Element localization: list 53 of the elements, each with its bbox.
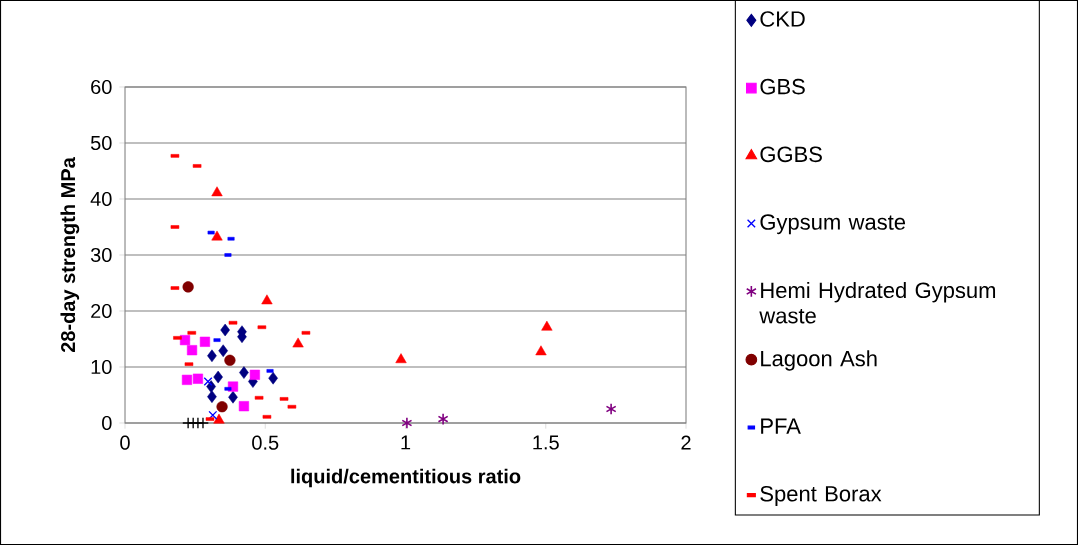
point bbox=[218, 344, 228, 358]
y-tick-label: 50 bbox=[90, 135, 112, 151]
point bbox=[541, 320, 553, 331]
point bbox=[292, 337, 304, 348]
legend-label: GBS bbox=[760, 78, 805, 95]
point bbox=[437, 412, 449, 426]
point bbox=[238, 401, 250, 412]
point bbox=[181, 374, 193, 385]
point bbox=[228, 390, 238, 404]
legend-label: CKD bbox=[760, 11, 805, 27]
legend-label: Hemi Hydrated Gypsum waste bbox=[759, 281, 996, 324]
y-axis-title: 28-day strength MPa bbox=[60, 157, 80, 353]
y-tick-label: 20 bbox=[91, 303, 112, 319]
y-tick-label: 0 bbox=[102, 415, 112, 431]
legend-label: Lagoon Ash bbox=[761, 350, 877, 371]
x-axis-title: liquid/cementitious ratio bbox=[291, 468, 521, 488]
point bbox=[395, 353, 407, 364]
x-tick-label: 0.5 bbox=[252, 435, 279, 450]
point bbox=[216, 401, 228, 413]
point bbox=[224, 354, 236, 366]
point bbox=[199, 336, 211, 347]
point bbox=[211, 230, 223, 241]
point bbox=[220, 323, 230, 337]
point bbox=[203, 377, 213, 386]
legend-label: PFA bbox=[761, 418, 801, 434]
x-tick-label: 1.5 bbox=[533, 435, 559, 450]
y-tick-label: 60 bbox=[91, 79, 112, 95]
point bbox=[192, 373, 204, 384]
point bbox=[186, 345, 198, 356]
point bbox=[261, 294, 273, 305]
y-tick-label: 30 bbox=[90, 247, 112, 263]
legend-label: GGBS bbox=[760, 146, 822, 163]
x-tick-label: 2 bbox=[681, 435, 691, 450]
point bbox=[239, 366, 249, 379]
point bbox=[179, 335, 191, 346]
point bbox=[208, 410, 218, 420]
point bbox=[211, 186, 223, 197]
x-tick-label: 0 bbox=[120, 435, 130, 450]
point bbox=[249, 369, 260, 380]
legend-label: Gypsum waste bbox=[760, 214, 906, 235]
point bbox=[401, 416, 413, 430]
y-tick-label: 10 bbox=[91, 359, 112, 375]
legend-label: Spent Borax bbox=[760, 485, 882, 506]
point bbox=[268, 371, 278, 385]
point bbox=[213, 370, 223, 384]
point bbox=[182, 281, 194, 293]
point bbox=[207, 349, 217, 363]
point bbox=[605, 402, 617, 416]
y-tick-label: 40 bbox=[90, 191, 112, 207]
x-tick-label: 1 bbox=[401, 435, 411, 450]
point bbox=[213, 413, 225, 424]
point bbox=[535, 345, 547, 356]
point bbox=[207, 390, 217, 403]
